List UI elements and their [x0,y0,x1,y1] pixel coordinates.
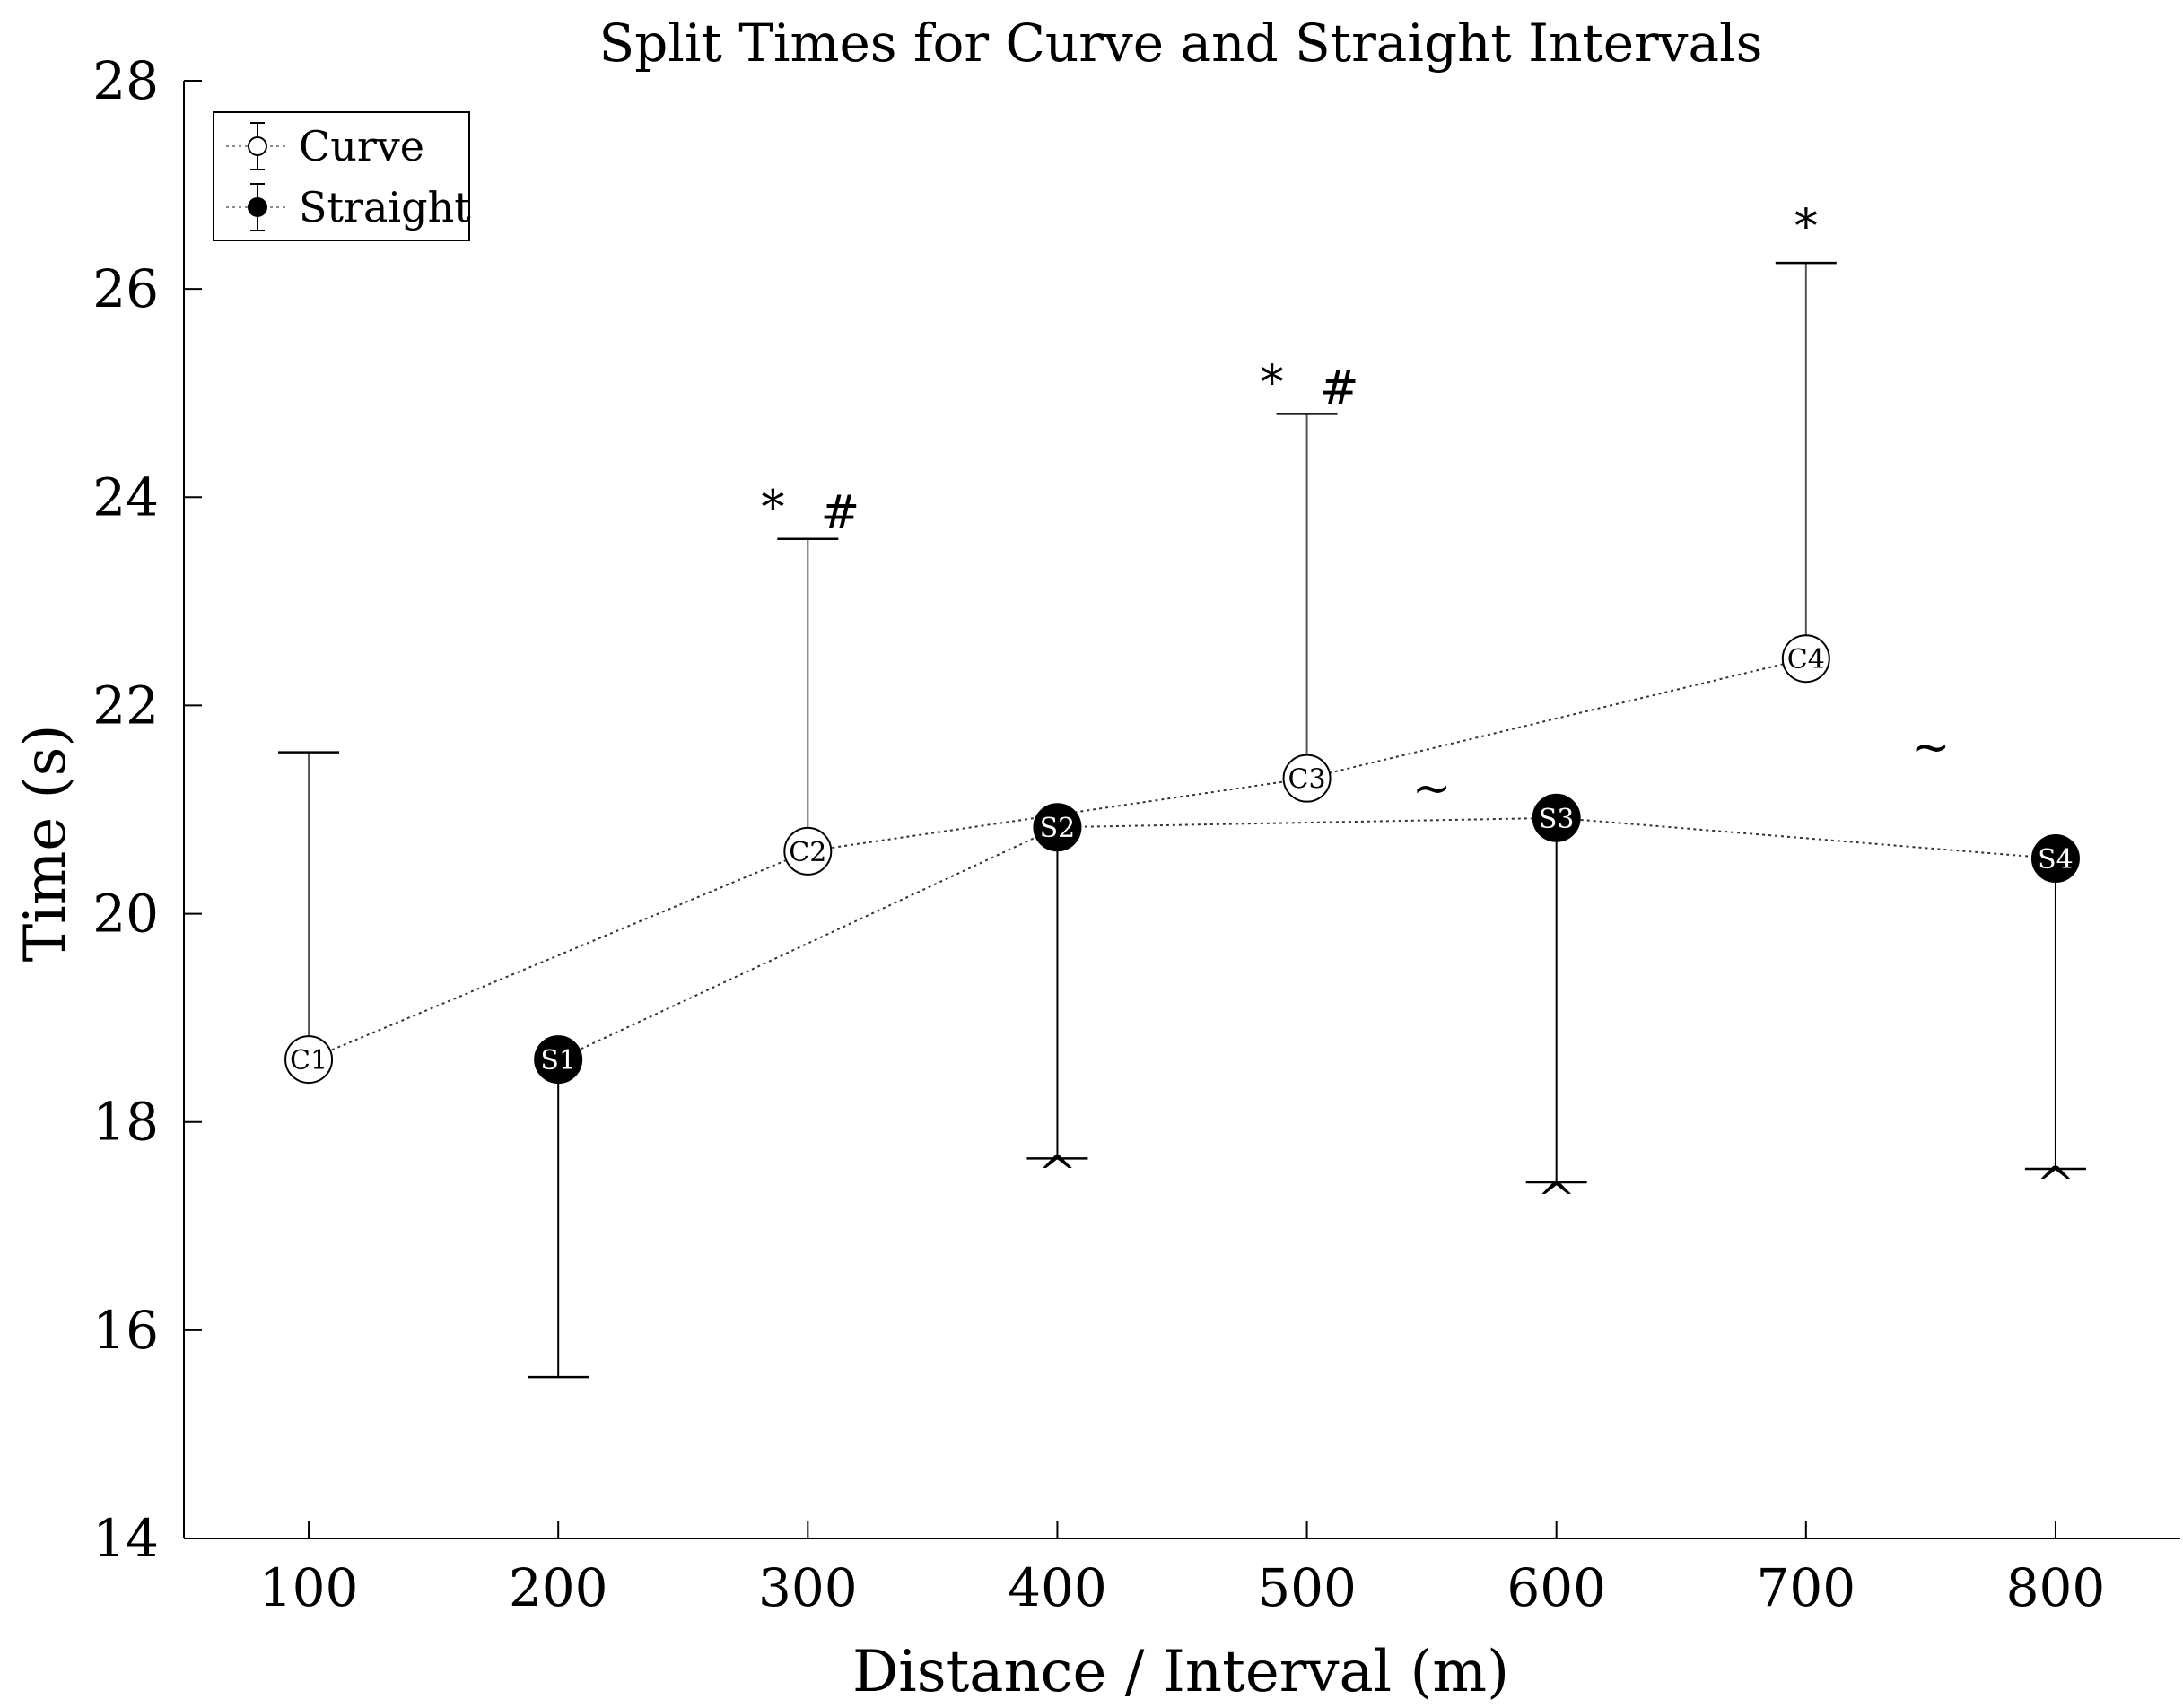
point-label: S1 [540,1045,576,1076]
significance-marker: ^ [1038,1147,1078,1201]
y-tick-label: 18 [92,1092,159,1153]
y-tick-label: 14 [92,1508,159,1569]
x-axis-title: Distance / Interval (m) [852,1639,1509,1705]
legend-box [213,111,470,241]
point-label: C3 [1288,764,1326,796]
data-point-c4 [1781,634,1830,684]
annotation-layer: * # * # * ~ ~ ^ ^ ^ [761,200,2074,1227]
significance-marker: # [1320,362,1359,415]
point-label: S2 [1040,813,1076,844]
significance-marker: ^ [2036,1158,2075,1212]
x-tick-label: 700 [1756,1557,1856,1618]
data-point-s2 [1033,803,1082,852]
x-tick-label: 800 [2006,1557,2106,1618]
x-tick-label: 500 [1257,1557,1357,1618]
axes: 14 16 18 20 22 24 26 28 100 200 300 400 500 600 700 800 [92,50,2180,1618]
significance-marker: * [1261,356,1284,410]
significance-marker: ~ [1412,762,1452,816]
significance-marker: ^ [1537,1173,1576,1227]
significance-marker: * [761,481,784,535]
chart-title: Split Times for Curve and Straight Inter… [599,13,1763,74]
x-tick-label: 600 [1506,1557,1606,1618]
significance-marker: # [821,486,860,540]
data-point-s3 [1532,793,1581,842]
point-label: S4 [2038,844,2074,876]
x-tick-label: 100 [259,1557,359,1618]
point-label: C1 [290,1045,327,1076]
legend-marker-straight [248,197,267,217]
data-point-s1 [534,1035,583,1085]
y-tick-label: 24 [92,466,159,527]
series-line-straight [557,816,2056,1060]
significance-marker: ~ [1911,720,1951,774]
x-tick-label: 200 [509,1557,608,1618]
significance-marker: * [1794,200,1818,254]
legend-marker-curve [248,136,267,156]
legend: Curve Straight [213,111,471,241]
x-tick-label: 400 [1008,1557,1107,1618]
series-layer: C1 C2 C3 C4 S1 S2 S3 S4 [278,261,2086,1379]
data-point-c3 [1282,754,1332,803]
y-tick-label: 28 [92,50,159,111]
point-label: C2 [789,837,826,868]
y-axis-title: Time (s) [13,725,79,963]
x-tick-label: 300 [758,1557,858,1618]
data-point-s4 [2030,834,2080,884]
data-point-c1 [284,1035,334,1085]
point-label: C4 [1787,644,1825,675]
y-tick-label: 16 [92,1300,159,1361]
y-tick-label: 26 [92,258,159,319]
legend-label-straight: Straight [299,183,471,231]
y-tick-label: 20 [92,884,159,945]
data-point-c2 [783,826,833,876]
legend-label-curve: Curve [299,122,424,170]
point-label: S3 [1539,804,1575,835]
y-tick-label: 22 [92,675,159,736]
